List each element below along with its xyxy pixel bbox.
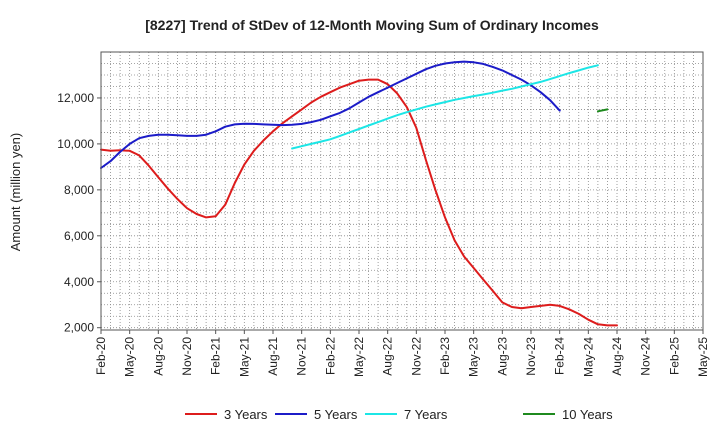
- y-axis-label: Amount (million yen): [8, 133, 23, 252]
- x-tick-label: Nov-23: [524, 337, 538, 376]
- x-tick-label: Nov-21: [295, 337, 309, 376]
- x-tick-label: May-21: [237, 337, 251, 377]
- series-line-10-years: [596, 108, 609, 113]
- legend: 3 Years 5 Years 7 Years 10 Years: [185, 407, 613, 422]
- x-tick-label: Aug-23: [495, 337, 509, 376]
- series-lines: [100, 60, 618, 327]
- x-tick-label: Aug-20: [151, 337, 165, 376]
- y-tick-label: 4,000: [64, 275, 94, 289]
- grid: [101, 52, 703, 330]
- legend-label-7-years: 7 Years: [404, 407, 448, 422]
- x-tick-label: Feb-23: [438, 337, 452, 375]
- legend-label-10-years: 10 Years: [562, 407, 613, 422]
- x-tick-label: Feb-24: [553, 337, 567, 375]
- x-tick-label: Feb-25: [667, 337, 681, 375]
- chart-title: [8227] Trend of StDev of 12-Month Moving…: [145, 17, 599, 33]
- x-tick-label: Aug-21: [266, 337, 280, 376]
- y-tick-label: 12,000: [57, 91, 94, 105]
- x-tick-label: Aug-24: [610, 337, 624, 376]
- series-line-3-years: [100, 78, 618, 327]
- x-tick-label: May-24: [581, 337, 595, 377]
- series-line-7-years: [291, 64, 599, 150]
- x-tick-label: May-22: [352, 337, 366, 377]
- y-tick-label: 2,000: [64, 321, 94, 335]
- legend-label-3-years: 3 Years: [224, 407, 268, 422]
- x-tick-label: May-25: [696, 337, 710, 377]
- x-tick-label: Nov-24: [639, 337, 653, 376]
- x-tick-label: Nov-20: [180, 337, 194, 376]
- x-tick-label: Aug-22: [381, 337, 395, 376]
- x-tick-label: Feb-22: [323, 337, 337, 375]
- x-tick-label: Nov-22: [409, 337, 423, 376]
- y-tick-label: 6,000: [64, 229, 94, 243]
- x-axis-ticks: Feb-20 May-20 Aug-20 Nov-20 Feb-21 May-21 Aug-…: [94, 330, 710, 377]
- x-tick-label: May-23: [467, 337, 481, 377]
- y-tick-label: 8,000: [64, 183, 94, 197]
- x-tick-label: Feb-21: [209, 337, 223, 375]
- y-axis-ticks: 2,000 4,000 6,000 8,000 10,000 12,000: [57, 91, 101, 335]
- legend-label-5-years: 5 Years: [314, 407, 358, 422]
- series-line-5-years: [100, 60, 561, 169]
- y-tick-label: 10,000: [57, 137, 94, 151]
- x-tick-label: Feb-20: [94, 337, 108, 375]
- plot-frame: [100, 51, 704, 331]
- x-tick-label: May-20: [123, 337, 137, 377]
